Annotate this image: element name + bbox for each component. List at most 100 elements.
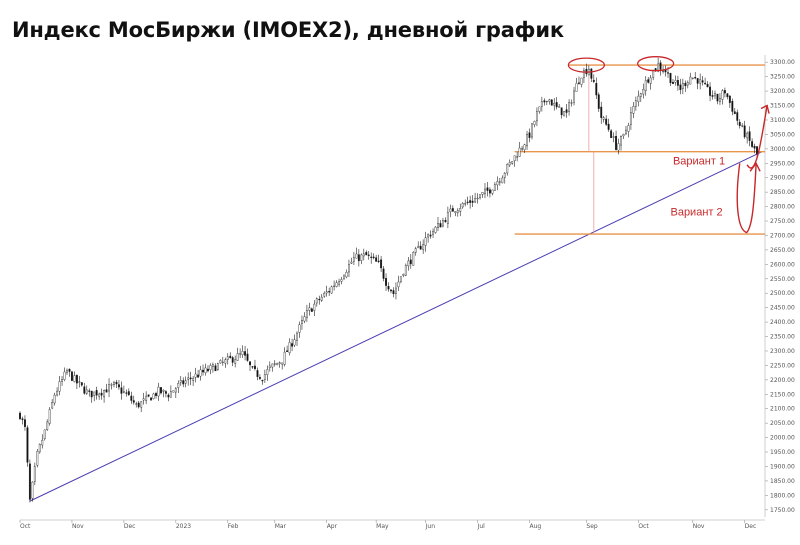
y-tick-label: 3100.00 xyxy=(770,117,795,124)
y-tick-label: 2900.00 xyxy=(770,175,795,182)
candle-body xyxy=(501,177,504,184)
candle-body xyxy=(236,353,239,361)
candle-body xyxy=(674,80,677,83)
y-tick-label: 2650.00 xyxy=(770,247,795,254)
candle-body xyxy=(288,342,291,354)
candle-body xyxy=(602,117,605,120)
candle-body xyxy=(90,390,93,398)
candle-body xyxy=(662,70,665,72)
candle-body xyxy=(523,144,526,150)
candle-body xyxy=(51,402,54,409)
x-tick-label: Feb xyxy=(228,523,239,530)
y-tick-label: 3000.00 xyxy=(770,146,795,153)
candle-body xyxy=(550,99,553,106)
y-tick-label: 2050.00 xyxy=(770,420,795,427)
candle-body xyxy=(226,356,229,360)
candle-body xyxy=(488,189,491,194)
candle-body xyxy=(496,181,499,186)
candle-body xyxy=(36,451,39,466)
candle-body xyxy=(493,184,496,191)
candle-body xyxy=(103,390,106,398)
candle-body xyxy=(407,260,410,267)
x-tick-label: Jul xyxy=(477,523,486,530)
candle-body xyxy=(362,253,365,257)
candle-body xyxy=(667,72,669,74)
candle-body xyxy=(130,395,133,401)
candle-body xyxy=(610,130,613,138)
y-tick-label: 1750.00 xyxy=(770,507,795,514)
candle-body xyxy=(53,394,56,404)
candle-body xyxy=(137,402,140,408)
candle-body xyxy=(68,368,71,372)
candle-body xyxy=(481,192,484,195)
candle-body xyxy=(595,83,598,96)
x-tick-label: Jun xyxy=(425,523,436,530)
candle-body xyxy=(696,78,699,84)
candle-body xyxy=(647,79,650,83)
annotation-labels: Вариант 1 Вариант 2 xyxy=(670,156,725,219)
candle-body xyxy=(538,106,541,112)
y-tick-label: 3300.00 xyxy=(770,59,795,66)
x-tick-label: May xyxy=(376,523,389,530)
candle-body xyxy=(338,281,341,285)
candle-body xyxy=(474,198,477,203)
candle-body xyxy=(323,292,326,297)
x-tick-label: Nov xyxy=(693,523,705,530)
candle-body xyxy=(135,403,138,405)
candle-body xyxy=(211,364,214,367)
candle-body xyxy=(142,398,145,401)
y-tick-label: 2300.00 xyxy=(770,348,795,355)
candle-body xyxy=(491,189,494,194)
candle-body xyxy=(753,145,756,149)
peak-ellipse xyxy=(567,57,606,73)
candle-body xyxy=(199,369,202,377)
candle-body xyxy=(706,84,709,88)
x-tick-label: Mar xyxy=(275,523,287,530)
candle-body xyxy=(132,400,135,403)
candle-body xyxy=(506,164,509,174)
candle-body xyxy=(582,70,585,78)
candle-body xyxy=(78,381,81,383)
candle-body xyxy=(301,320,303,324)
candle-body xyxy=(568,102,571,112)
candle-body xyxy=(308,307,311,311)
peak-ellipse xyxy=(636,56,675,72)
x-tick-label: Dec xyxy=(124,523,136,530)
candle-body xyxy=(145,395,148,401)
y-tick-label: 2500.00 xyxy=(770,290,795,297)
candle-body xyxy=(61,379,63,382)
candle-body xyxy=(88,390,91,392)
candle-body xyxy=(184,380,187,384)
candle-body xyxy=(189,377,192,380)
candle-body xyxy=(726,93,729,98)
candle-body xyxy=(375,257,378,262)
candle-body xyxy=(21,418,24,420)
candle-body xyxy=(298,324,301,333)
candle-body xyxy=(540,101,543,107)
candle-body xyxy=(293,339,296,346)
candle-body xyxy=(575,83,578,92)
candle-body xyxy=(343,275,345,279)
candle-body xyxy=(503,172,506,178)
support-trendline xyxy=(29,151,763,502)
candle-body xyxy=(679,84,682,90)
x-tick-label: 2023 xyxy=(176,523,191,530)
candle-body xyxy=(120,387,123,394)
candle-body xyxy=(441,220,444,227)
candle-body xyxy=(348,264,350,273)
candle-body xyxy=(113,382,115,386)
y-tick-label: 2150.00 xyxy=(770,391,795,398)
candle-body xyxy=(659,62,662,70)
candle-body xyxy=(167,394,170,398)
candle-body xyxy=(590,68,593,79)
candle-body xyxy=(709,86,712,96)
candle-body xyxy=(543,100,546,103)
candle-body xyxy=(278,362,281,364)
page-title: Индекс МосБиржи (IMOEX2), дневной график xyxy=(12,18,564,42)
candle-body xyxy=(521,147,524,150)
y-tick-label: 3050.00 xyxy=(770,131,795,138)
candle-body xyxy=(649,77,652,84)
candle-body xyxy=(449,208,452,212)
candle-body xyxy=(352,257,355,262)
candle-body xyxy=(160,387,162,394)
